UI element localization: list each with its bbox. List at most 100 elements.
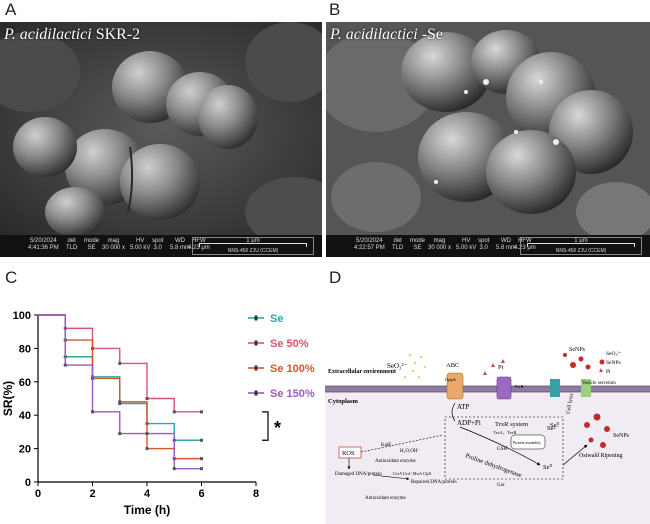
series-point bbox=[145, 397, 149, 400]
sem-title-b: P. acidilactici -Se bbox=[330, 26, 444, 43]
series-point bbox=[200, 410, 203, 414]
scale-bar-b: 1 μm NNS-450 ZJU (CCEM) bbox=[520, 237, 642, 255]
x-tick-label: 2 bbox=[89, 488, 95, 500]
x-tick-label: 6 bbox=[198, 488, 204, 500]
databar-spot: spot 3.0 bbox=[478, 238, 490, 251]
ostwald-label: Ostwald Ripening bbox=[579, 453, 623, 459]
vesicle-label: Vesicle secretion bbox=[582, 381, 616, 386]
gsh-label: GSH bbox=[497, 447, 507, 452]
databar-det: det TLD bbox=[66, 238, 78, 251]
seo3-label: SeO₃²⁻ bbox=[387, 362, 408, 370]
trxr-system-box bbox=[444, 416, 564, 480]
y-tick-label: 80 bbox=[19, 343, 31, 355]
databar-mode: mode SE bbox=[410, 238, 426, 251]
x-axis-label: Time (h) bbox=[124, 503, 170, 517]
significance-bracket bbox=[262, 411, 269, 441]
databar-mode: mode SE bbox=[84, 238, 100, 251]
h2o-label: H₂O,OH⁻ bbox=[400, 449, 420, 454]
series-point bbox=[172, 467, 176, 471]
panel-label-d: D bbox=[329, 268, 342, 287]
scale-bar-a: 1 μm NNS-450 ZJU (CCEM) bbox=[192, 237, 314, 255]
x-tick-label: 8 bbox=[253, 488, 259, 500]
abc-label: ABC bbox=[446, 362, 459, 369]
legend-marker bbox=[254, 365, 258, 371]
x-tick-label: 4 bbox=[144, 488, 151, 500]
senps-right-label: SeNPs bbox=[613, 433, 630, 439]
series-point bbox=[118, 361, 122, 365]
cell-membrane bbox=[325, 386, 650, 392]
antioxidant2-label: Antioxidant enzyme bbox=[365, 496, 406, 501]
pstb-transporter bbox=[496, 376, 512, 400]
oppa-label: OppA bbox=[445, 377, 457, 382]
sem-micrograph-a bbox=[0, 22, 322, 235]
atp-label: ATP bbox=[457, 403, 470, 411]
sem-databar-b: 5/20/2024 4:22:57 PM det TLD mode SE mag 30 … bbox=[326, 235, 650, 257]
databar-hfw: HFW 4.23 μm bbox=[514, 238, 536, 251]
databar-date: 5/20/2024 4:41:36 PM bbox=[28, 238, 59, 251]
uvra-label: UvrA UvrC MsrA ClpX bbox=[393, 471, 432, 476]
y-tick-label: 40 bbox=[19, 410, 31, 422]
legend-senps: SeNPs bbox=[606, 360, 621, 366]
vesicle-channel bbox=[581, 379, 591, 397]
series-line-4 bbox=[38, 314, 202, 470]
series-point bbox=[118, 402, 122, 406]
pi-particles bbox=[483, 359, 505, 375]
series-line-3 bbox=[38, 314, 202, 460]
series-point bbox=[200, 457, 203, 461]
antioxidant-label: Antioxidant enzyme bbox=[375, 459, 416, 464]
sem-title-a: P. acidilactici SKR-2 bbox=[4, 26, 141, 43]
legend-pi: Pi bbox=[606, 369, 611, 375]
abc-transporter bbox=[446, 372, 464, 400]
cytoplasm-label: Cytoplasm bbox=[328, 398, 359, 405]
senps-ripening bbox=[584, 413, 610, 448]
databar-hv: HV 5.00 kV bbox=[130, 238, 151, 251]
senps-top-label: SeNPs bbox=[569, 347, 586, 353]
seo3-particles bbox=[403, 353, 427, 379]
ros-box bbox=[338, 446, 362, 459]
repaired-label: Repaired DNA/protein bbox=[411, 480, 457, 485]
databar-hfw: HFW 4.23 μm bbox=[188, 238, 210, 251]
panel-label-b: B bbox=[329, 0, 341, 19]
legend-label: Se 150% bbox=[270, 388, 315, 400]
sem-image-b: P. acidilactici -Se 5/20/2024 4:22:57 PM … bbox=[326, 22, 650, 257]
trxr-label: TrxR system bbox=[495, 421, 528, 428]
kate-label: KatE bbox=[381, 443, 391, 448]
protein-assembly-box bbox=[510, 434, 546, 450]
legend-label: Se bbox=[270, 313, 283, 325]
channel-protein bbox=[550, 379, 560, 397]
databar-date: 5/20/2024 4:22:57 PM bbox=[354, 238, 385, 251]
databar-mag: mag 30 000 x bbox=[102, 238, 126, 251]
sem-databar-a: 5/20/2024 4:41:36 PM det TLD mode SE mag 30 … bbox=[0, 235, 322, 257]
panel-label-a: A bbox=[5, 0, 17, 19]
series-point bbox=[63, 363, 67, 367]
series-point bbox=[172, 410, 176, 414]
databar-hv: HV 5.00 kV bbox=[456, 238, 477, 251]
series-point bbox=[200, 467, 203, 471]
series-point bbox=[200, 438, 203, 442]
pi-top-label: Pi bbox=[498, 364, 504, 371]
y-tick-label: 60 bbox=[19, 377, 31, 389]
databar-wd: WD 5.8 mm bbox=[170, 238, 191, 251]
sem-image-a: P. acidilactici SKR-2 5/20/2024 4:41:36 P… bbox=[0, 22, 322, 257]
series-point bbox=[118, 400, 122, 404]
y-tick-label: 100 bbox=[13, 310, 31, 322]
sem-micrograph-b bbox=[326, 22, 650, 235]
senps-top bbox=[563, 353, 591, 370]
databar-mag: mag 30 000 x bbox=[428, 238, 452, 251]
databar-det: det TLD bbox=[392, 238, 404, 251]
legend-seo3: SeO₃²⁻ bbox=[606, 351, 622, 357]
y-tick-label: 0 bbox=[25, 477, 31, 489]
legend-label: Se 100% bbox=[270, 363, 315, 375]
series-point bbox=[145, 447, 149, 451]
series-point bbox=[145, 432, 149, 436]
legend-marker bbox=[254, 390, 258, 396]
gor-label: Gor bbox=[497, 483, 505, 488]
se2-label: Se²⁻ bbox=[547, 425, 559, 432]
databar-wd: WD 5.8 mm bbox=[496, 238, 517, 251]
series-point bbox=[118, 432, 122, 436]
protein-assembly-label: Protein assembly bbox=[513, 440, 540, 445]
y-axis-label: SR(%) bbox=[1, 381, 15, 416]
trxa-label: TrxA、TrxB bbox=[493, 430, 516, 435]
pstb-label: PstB bbox=[515, 384, 524, 389]
